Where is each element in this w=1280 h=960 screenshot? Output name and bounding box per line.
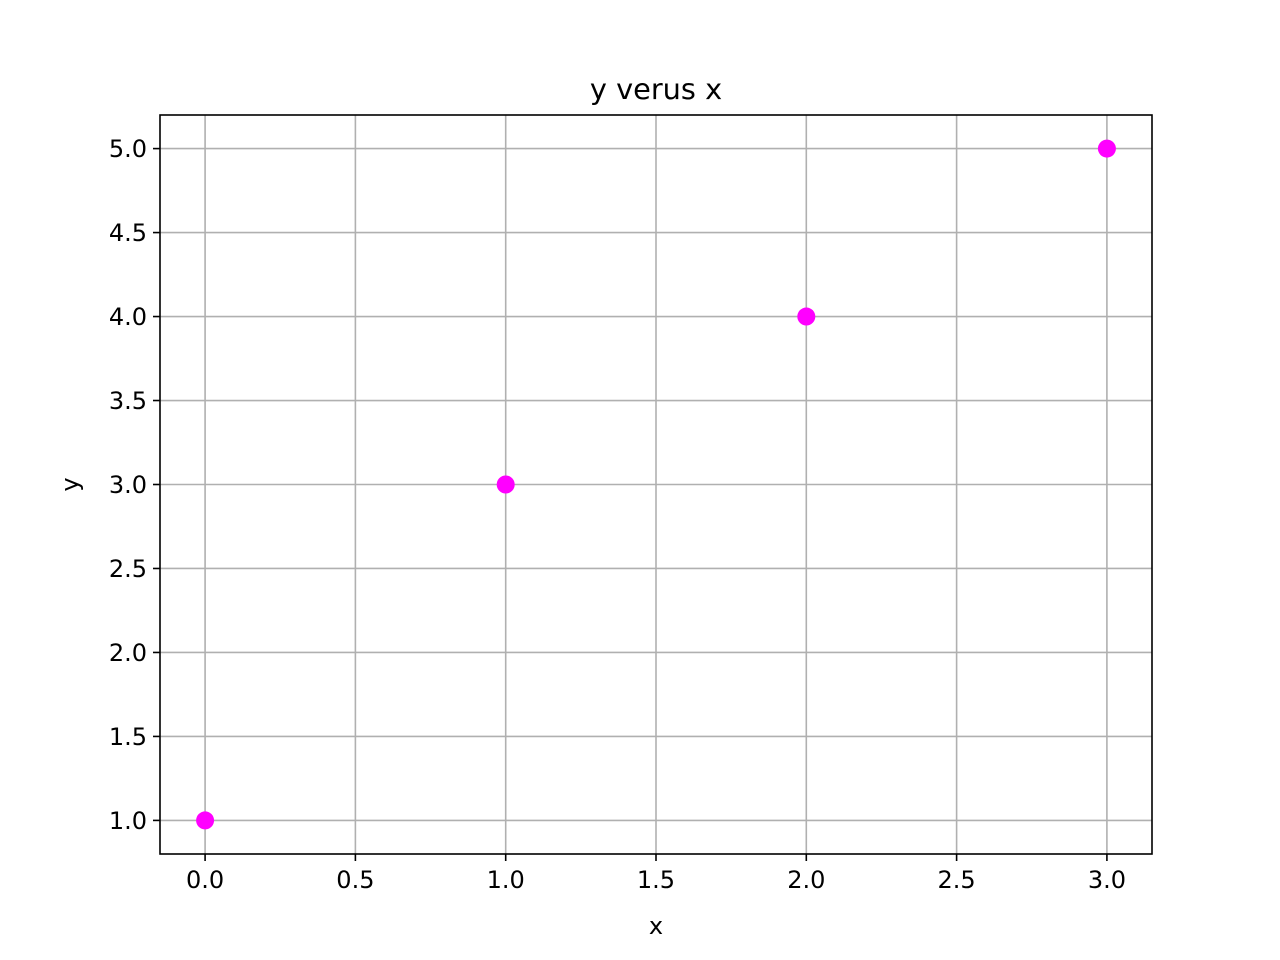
x-axis-label: x xyxy=(649,912,663,940)
data-point xyxy=(196,811,215,830)
grid xyxy=(160,115,1152,854)
plot-area-frame xyxy=(159,114,1153,855)
data-point xyxy=(1097,139,1116,158)
data-points xyxy=(196,139,1116,830)
axis-ticks: 0.0 0.5 1.0 1.5 2.0 2.5 3.0 1.0 1.5 2.0 2.5 3.0 3.5 4… xyxy=(109,135,1126,894)
y-tick-label: 3.5 xyxy=(109,387,147,415)
x-tick-label: 1.0 xyxy=(487,866,525,894)
y-tick-label: 5.0 xyxy=(109,135,147,163)
y-tick-label: 4.5 xyxy=(109,219,147,247)
data-point xyxy=(496,475,515,494)
x-tick-label: 0.5 xyxy=(336,866,374,894)
x-tick-label: 0.0 xyxy=(186,866,224,894)
chart-title: y verus x xyxy=(590,72,722,106)
y-tick-label: 1.0 xyxy=(109,807,147,835)
x-tick-label: 1.5 xyxy=(637,866,675,894)
y-tick-label: 2.0 xyxy=(109,639,147,667)
y-tick-label: 3.0 xyxy=(109,471,147,499)
x-tick-label: 2.5 xyxy=(938,866,976,894)
data-point xyxy=(797,307,816,326)
x-tick-label: 2.0 xyxy=(787,866,825,894)
y-tick-label: 4.0 xyxy=(109,303,147,331)
x-tick-label: 3.0 xyxy=(1088,866,1126,894)
y-axis-label: y xyxy=(56,477,84,491)
y-tick-label: 2.5 xyxy=(109,555,147,583)
y-tick-label: 1.5 xyxy=(109,723,147,751)
